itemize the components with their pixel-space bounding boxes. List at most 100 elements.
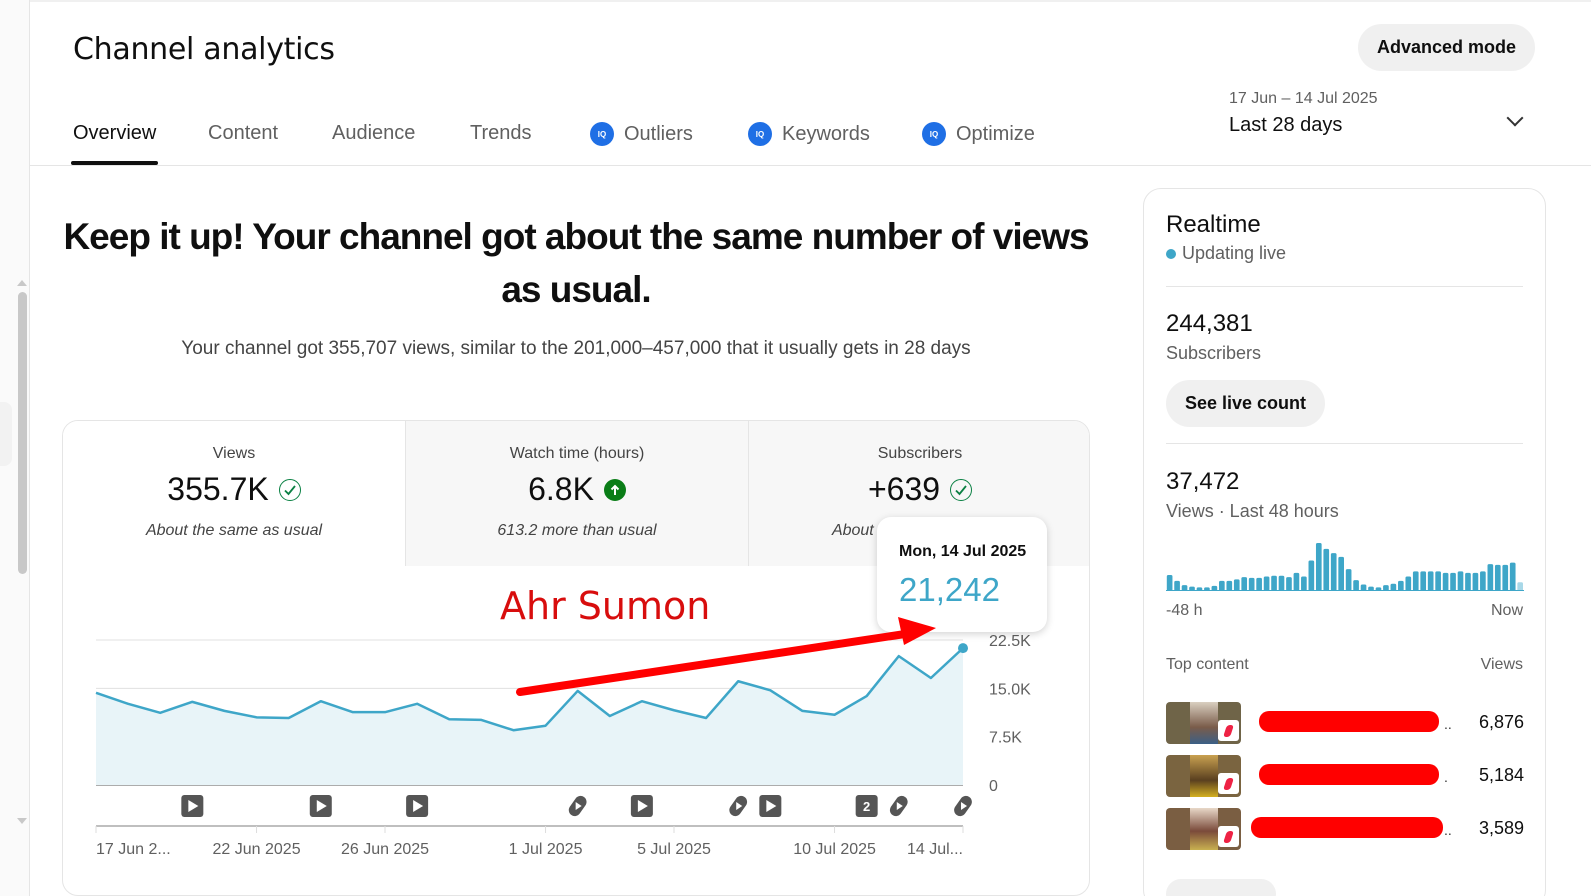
tab-optimize[interactable]: IQ Optimize bbox=[922, 122, 1035, 146]
metric-note: About the same as usual bbox=[145, 522, 323, 539]
title-ellipsis: .. bbox=[1444, 716, 1452, 732]
redacted-title bbox=[1251, 817, 1443, 838]
realtime-hourly-bar-chart[interactable] bbox=[1166, 539, 1524, 591]
realtime-card: Realtime Updating live 244,381 Subscribe… bbox=[1143, 188, 1546, 896]
tab-label: Keywords bbox=[782, 122, 870, 145]
top-content-row[interactable]: .. 6,876 bbox=[1166, 702, 1524, 744]
svg-text:2: 2 bbox=[863, 799, 870, 814]
svg-text:1 Jul 2025: 1 Jul 2025 bbox=[509, 841, 583, 858]
shorts-upload-icon[interactable] bbox=[566, 794, 588, 819]
video-thumbnail bbox=[1166, 808, 1241, 850]
svg-text:15.0K: 15.0K bbox=[989, 681, 1031, 698]
shorts-upload-icon[interactable] bbox=[888, 794, 910, 819]
summary-headline: Keep it up! Your channel got about the s… bbox=[63, 216, 1089, 310]
top-content-header: Top content bbox=[1166, 656, 1249, 673]
see-live-count-button[interactable]: See live count bbox=[1166, 380, 1325, 427]
watermark-text: Ahr Sumon bbox=[500, 584, 711, 628]
advanced-mode-button[interactable]: Advanced mode bbox=[1358, 24, 1535, 71]
content-views: 6,876 bbox=[1478, 712, 1524, 732]
realtime-subscribers-label: Subscribers bbox=[1166, 343, 1262, 363]
sidebar-ghost-item bbox=[0, 402, 12, 466]
realtime-axis-end: Now bbox=[1490, 602, 1523, 619]
svg-text:7.5K: 7.5K bbox=[989, 730, 1022, 747]
svg-text:10 Jul 2025: 10 Jul 2025 bbox=[793, 841, 876, 858]
scroll-up-arrow-icon[interactable] bbox=[17, 280, 27, 286]
date-range-dropdown[interactable]: 17 Jun – 14 Jul 2025 Last 28 days bbox=[1229, 90, 1529, 150]
vidiq-icon: IQ bbox=[748, 122, 772, 146]
scroll-down-arrow-icon[interactable] bbox=[17, 818, 27, 824]
svg-text:26 Jun 2025: 26 Jun 2025 bbox=[341, 841, 429, 858]
metric-label: Views bbox=[212, 445, 256, 462]
realtime-subscribers-value: 244,381 bbox=[1166, 310, 1253, 337]
page-title: Channel analytics bbox=[73, 32, 335, 67]
shorts-icon bbox=[1218, 720, 1239, 741]
video-upload-icon[interactable] bbox=[630, 795, 653, 817]
realtime-views-label: Views · Last 48 hours bbox=[1166, 501, 1339, 521]
tab-keywords[interactable]: IQ Keywords bbox=[748, 122, 870, 146]
date-range-label: Last 28 days bbox=[1229, 114, 1343, 136]
tab-trends[interactable]: Trends bbox=[470, 122, 532, 145]
tab-outliers[interactable]: IQ Outliers bbox=[590, 122, 693, 146]
see-more-button[interactable] bbox=[1166, 879, 1276, 896]
metric-tab-watch-time[interactable]: Watch time (hours) 6.8K 613.2 more than … bbox=[405, 421, 748, 566]
video-upload-icon[interactable] bbox=[406, 795, 429, 817]
redacted-title bbox=[1259, 711, 1439, 732]
svg-text:0: 0 bbox=[989, 778, 998, 795]
svg-text:17 Jun 2...: 17 Jun 2... bbox=[96, 841, 171, 858]
video-thumbnail bbox=[1166, 755, 1241, 797]
vertical-scrollbar-thumb[interactable] bbox=[18, 292, 27, 574]
realtime-title: Realtime bbox=[1166, 211, 1261, 238]
metric-value: 355.7K bbox=[167, 471, 269, 507]
top-content-views-header: Views bbox=[1480, 656, 1523, 673]
tooltip-value: 21,242 bbox=[899, 571, 1000, 608]
content-views: 3,589 bbox=[1478, 818, 1524, 838]
tab-content[interactable]: Content bbox=[208, 122, 278, 145]
metric-tab-views[interactable]: Views 355.7K About the same as usual bbox=[63, 421, 405, 566]
overview-card: Views 355.7K About the same as usual Wat… bbox=[62, 420, 1090, 896]
shorts-icon bbox=[1218, 826, 1239, 847]
shorts-upload-icon[interactable] bbox=[952, 794, 974, 819]
tab-label: Content bbox=[208, 122, 279, 144]
vidiq-icon: IQ bbox=[590, 122, 614, 146]
metric-label: Subscribers bbox=[877, 445, 963, 462]
arrow-up-circle-icon bbox=[603, 478, 626, 501]
top-content-row[interactable]: . 5,184 bbox=[1166, 755, 1524, 797]
svg-text:22.5K: 22.5K bbox=[989, 633, 1031, 650]
realtime-status: Updating live bbox=[1166, 243, 1286, 264]
summary-subline: Your channel got 355,707 views, similar … bbox=[181, 338, 971, 359]
metric-value: +639 bbox=[867, 471, 941, 507]
metric-value-row: 355.7K bbox=[63, 471, 405, 508]
tab-label: Trends bbox=[470, 122, 532, 144]
tab-label: Optimize bbox=[956, 122, 1035, 145]
video-upload-icon[interactable] bbox=[759, 795, 782, 817]
tooltip-date: Mon, 14 Jul 2025 bbox=[899, 543, 1027, 560]
divider bbox=[1166, 443, 1523, 444]
top-border bbox=[30, 0, 1591, 2]
title-ellipsis: . bbox=[1444, 769, 1448, 785]
content-views: 5,184 bbox=[1478, 765, 1524, 785]
check-circle-icon bbox=[278, 478, 301, 501]
multiple-uploads-badge[interactable]: 2 bbox=[855, 795, 878, 817]
tab-label: Outliers bbox=[624, 122, 693, 145]
svg-text:22 Jun 2025: 22 Jun 2025 bbox=[213, 841, 301, 858]
live-dot-icon bbox=[1166, 248, 1176, 259]
video-upload-icon[interactable] bbox=[309, 795, 332, 817]
tab-label: Audience bbox=[332, 122, 416, 144]
tab-overview[interactable]: Overview bbox=[71, 122, 159, 165]
vidiq-icon: IQ bbox=[922, 122, 946, 146]
metric-value-row: 6.8K bbox=[406, 471, 748, 508]
realtime-status-text: Updating live bbox=[1182, 243, 1287, 263]
tab-audience[interactable]: Audience bbox=[332, 122, 415, 145]
video-upload-icon[interactable] bbox=[181, 795, 204, 817]
realtime-axis-start: -48 h bbox=[1166, 602, 1203, 619]
redacted-title bbox=[1259, 764, 1439, 785]
metric-label: Watch time (hours) bbox=[509, 445, 645, 462]
left-sidebar-collapsed bbox=[0, 0, 30, 896]
svg-text:14 Jul...: 14 Jul... bbox=[907, 841, 963, 858]
title-ellipsis: .. bbox=[1444, 822, 1452, 838]
metric-value: 6.8K bbox=[528, 471, 594, 507]
video-thumbnail bbox=[1166, 702, 1241, 744]
top-content-row[interactable]: .. 3,589 bbox=[1166, 808, 1524, 850]
shorts-upload-icon[interactable] bbox=[727, 794, 749, 819]
